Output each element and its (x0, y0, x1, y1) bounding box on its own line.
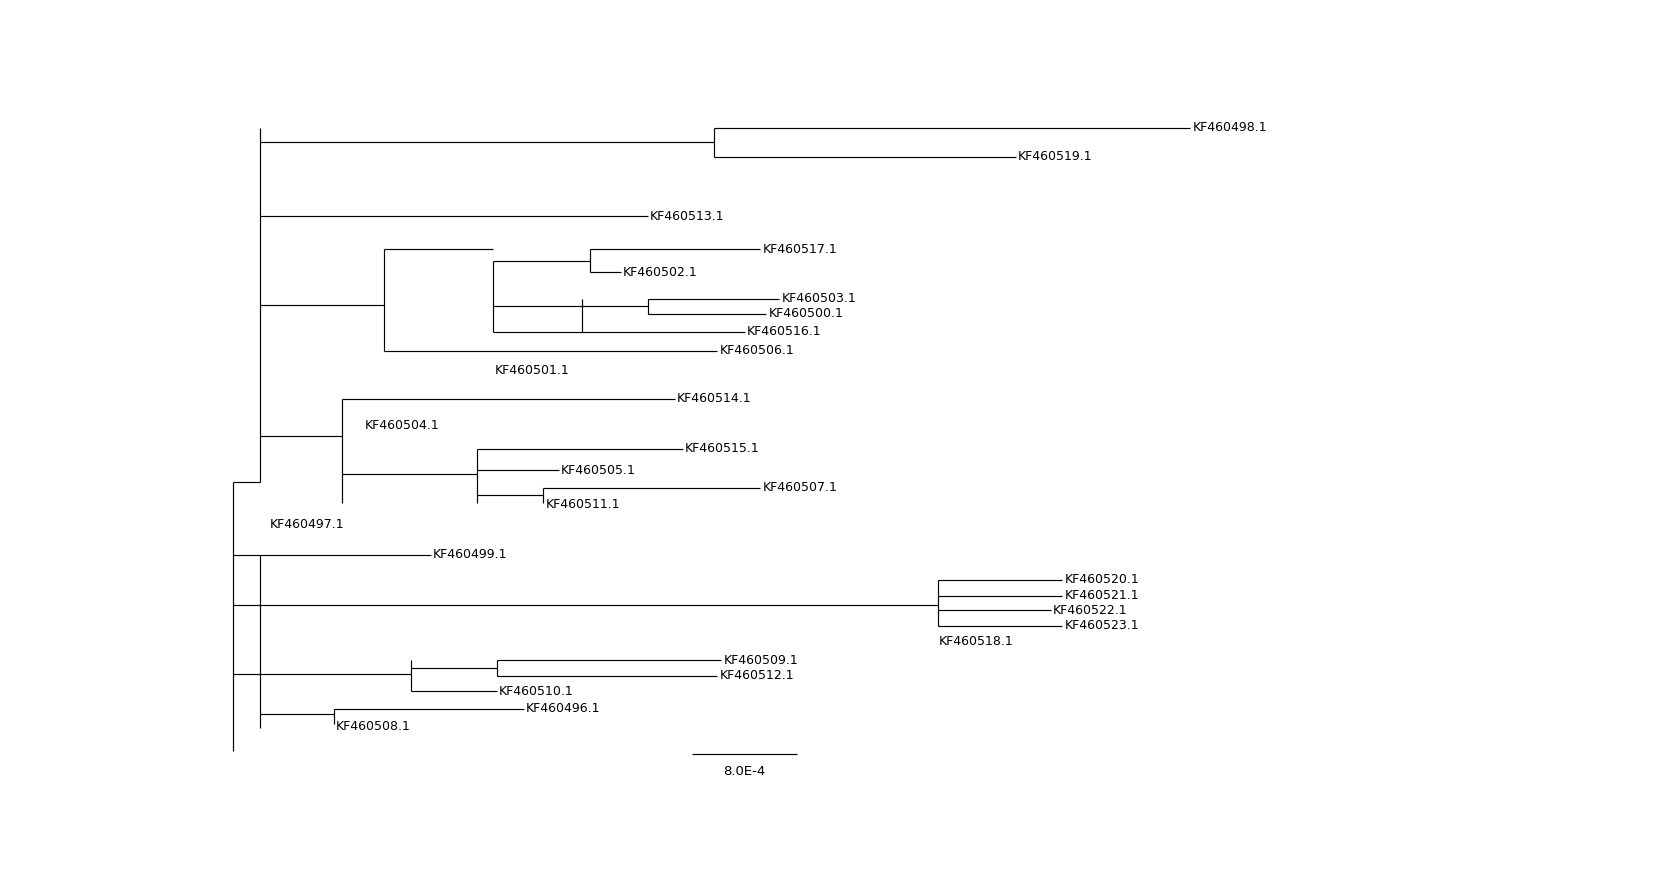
Text: KF460521.1: KF460521.1 (1064, 590, 1139, 602)
Text: KF460518.1: KF460518.1 (938, 635, 1014, 648)
Text: KF460502.1: KF460502.1 (623, 266, 698, 279)
Text: KF460498.1: KF460498.1 (1193, 121, 1267, 134)
Text: KF460510.1: KF460510.1 (498, 685, 574, 698)
Text: KF460523.1: KF460523.1 (1064, 619, 1139, 632)
Text: KF460501.1: KF460501.1 (495, 364, 571, 376)
Text: KF460514.1: KF460514.1 (678, 392, 752, 405)
Text: KF460522.1: KF460522.1 (1054, 604, 1128, 617)
Text: KF460508.1: KF460508.1 (336, 720, 411, 733)
Text: KF460513.1: KF460513.1 (649, 210, 725, 223)
Text: KF460519.1: KF460519.1 (1019, 151, 1092, 164)
Text: KF460496.1: KF460496.1 (525, 703, 601, 715)
Text: KF460500.1: KF460500.1 (769, 307, 844, 321)
Text: KF460512.1: KF460512.1 (720, 669, 794, 682)
Text: 8.0E-4: 8.0E-4 (723, 766, 765, 778)
Text: KF460516.1: KF460516.1 (747, 325, 822, 338)
Text: KF460520.1: KF460520.1 (1064, 573, 1139, 586)
Text: KF460506.1: KF460506.1 (720, 344, 794, 357)
Text: KF460509.1: KF460509.1 (723, 654, 799, 667)
Text: KF460511.1: KF460511.1 (545, 498, 619, 511)
Text: KF460505.1: KF460505.1 (560, 463, 636, 476)
Text: KF460517.1: KF460517.1 (762, 243, 837, 256)
Text: KF460507.1: KF460507.1 (762, 482, 837, 495)
Text: KF460497.1: KF460497.1 (270, 518, 344, 531)
Text: KF460515.1: KF460515.1 (685, 442, 760, 456)
Text: KF460499.1: KF460499.1 (433, 549, 507, 562)
Text: KF460503.1: KF460503.1 (782, 292, 856, 305)
Text: KF460504.1: KF460504.1 (364, 419, 440, 432)
